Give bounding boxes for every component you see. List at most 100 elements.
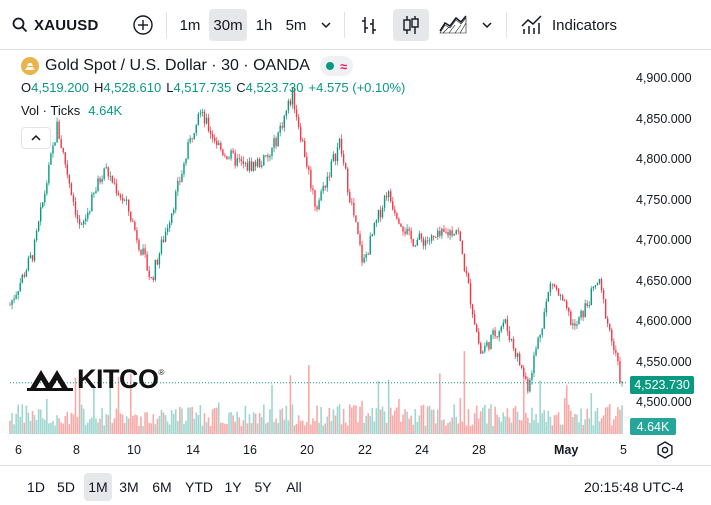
candle-body: [265, 155, 267, 157]
volume-bar: [535, 413, 537, 434]
candle-body: [371, 234, 373, 237]
range-3m-button[interactable]: 3M: [119, 479, 139, 495]
range-1m-button[interactable]: 1M: [84, 473, 112, 501]
interval-1h-button[interactable]: 1h: [255, 16, 273, 34]
volume-bar: [533, 419, 535, 434]
volume-bar: [465, 425, 468, 434]
candle-body: [572, 323, 574, 326]
volume-bar: [389, 407, 392, 434]
candle-body: [336, 147, 339, 162]
candle-body: [318, 200, 320, 210]
candle-body: [455, 230, 457, 234]
clock-timezone[interactable]: 20:15:48 UTC-4: [584, 479, 684, 495]
close-key: C: [236, 80, 246, 95]
candle-body: [322, 186, 324, 192]
chevron-up-icon: [31, 134, 41, 141]
volume-bar: [486, 423, 488, 434]
candle-body: [527, 378, 529, 392]
volume-bar: [578, 422, 580, 434]
volume-bar: [572, 416, 574, 434]
volume-bar: [295, 423, 298, 434]
candle-body: [606, 318, 609, 324]
candle-body: [504, 319, 507, 323]
volume-bar: [338, 404, 341, 434]
symbol-search-button[interactable]: XAUUSD: [8, 9, 120, 41]
volume-bar: [228, 412, 230, 434]
current-volume-label: 4.64K: [630, 418, 676, 435]
candle-body: [33, 240, 36, 261]
candle-body: [535, 348, 537, 356]
volume-bar: [615, 415, 617, 434]
candle-body: [537, 337, 539, 349]
compare-symbol-button[interactable]: [127, 9, 159, 41]
volume-bar: [482, 407, 484, 434]
range-1d-button[interactable]: 1D: [27, 479, 45, 495]
volume-bar: [590, 393, 593, 434]
volume-bar: [340, 424, 343, 434]
candle-body: [23, 274, 26, 277]
candle-body: [29, 255, 32, 258]
candle-body: [412, 239, 414, 247]
volume-bar: [99, 418, 101, 434]
range-5y-button[interactable]: 5Y: [254, 479, 272, 495]
candles-chart-type-button[interactable]: [393, 9, 429, 41]
price-tick-label: 4,650.000: [636, 274, 692, 288]
volume-bar: [516, 411, 519, 434]
market-status-badge[interactable]: ≈: [319, 56, 354, 76]
volume-bar: [563, 398, 566, 434]
candle-body: [132, 220, 134, 222]
volume-bar: [559, 424, 562, 434]
candle-body: [340, 138, 343, 154]
volume-legend-row[interactable]: Vol · Ticks 4.64K: [21, 103, 122, 118]
candle-body: [396, 213, 398, 219]
candle-body: [224, 155, 226, 157]
candle-body: [418, 233, 421, 241]
interval-30m-button[interactable]: 30m: [209, 9, 247, 41]
volume-bar: [539, 380, 541, 434]
candle-body: [160, 239, 163, 254]
range-5d-button[interactable]: 5D: [57, 479, 75, 495]
candle-body: [602, 290, 605, 300]
range-all-button[interactable]: All: [286, 479, 302, 495]
volume-bar: [527, 417, 529, 434]
volume-bar: [125, 416, 128, 434]
candle-body: [52, 145, 54, 154]
chart-type-dropdown-button[interactable]: [476, 9, 498, 41]
candle-body: [432, 235, 435, 237]
candle-body: [328, 176, 331, 178]
volume-bar: [226, 423, 228, 434]
interval-1m-button[interactable]: 1m: [179, 16, 201, 34]
volume-bar: [17, 404, 19, 434]
candle-body: [361, 244, 363, 263]
candle-body: [203, 111, 206, 124]
area-chart-type-button[interactable]: [436, 9, 470, 41]
indicators-button[interactable]: Indicators: [516, 9, 628, 41]
interval-dropdown-button[interactable]: [315, 9, 337, 41]
candle-body: [518, 353, 521, 366]
candle-body: [226, 156, 228, 160]
range-1y-button[interactable]: 1Y: [224, 479, 242, 495]
chart-settings-button[interactable]: [654, 440, 676, 460]
volume-bar: [166, 421, 169, 434]
legend-title-row[interactable]: Gold Spot / U.S. Dollar · 30 · OANDA ≈: [21, 55, 354, 77]
range-6m-button[interactable]: 6M: [152, 479, 172, 495]
volume-bar: [232, 415, 234, 434]
volume-bar: [254, 413, 257, 434]
collapse-legend-button[interactable]: [21, 127, 51, 149]
bar-chart-type-button[interactable]: [353, 9, 385, 41]
indicators-label: Indicators: [552, 16, 618, 34]
volume-bar: [522, 376, 525, 434]
range-ytd-button[interactable]: YTD: [185, 479, 213, 495]
volume-bar: [191, 406, 193, 434]
candle-body: [449, 230, 451, 236]
volume-bar: [621, 405, 623, 434]
candle-body: [615, 349, 617, 353]
interval-5m-button[interactable]: 5m: [285, 16, 307, 34]
volume-bar: [447, 423, 449, 434]
price-tick-label: 4,500.000: [636, 395, 692, 409]
candle-body: [512, 339, 515, 349]
candle-body: [533, 355, 535, 374]
volume-bar: [455, 416, 458, 434]
volume-bar: [265, 423, 267, 434]
